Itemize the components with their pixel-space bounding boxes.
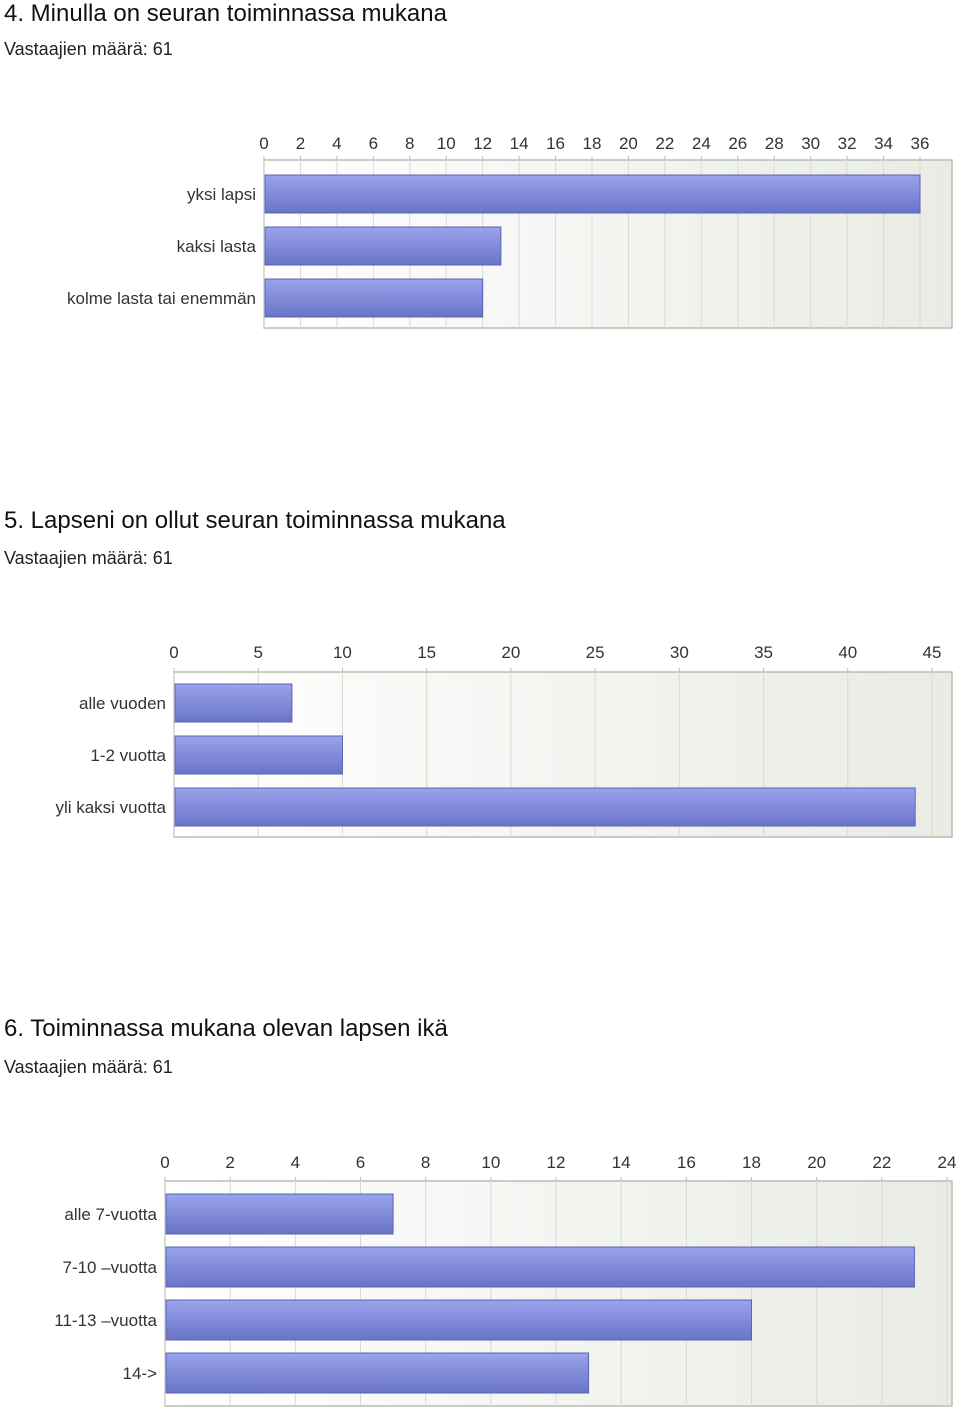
bar	[264, 226, 502, 266]
bar	[174, 683, 293, 723]
bar	[165, 1246, 915, 1288]
x-tick-label: 2	[296, 134, 305, 153]
x-tick-label: 34	[874, 134, 893, 153]
x-tick-label: 20	[501, 643, 520, 662]
bar	[174, 735, 343, 775]
x-tick-label: 12	[473, 134, 492, 153]
x-tick-label: 6	[369, 134, 378, 153]
bar	[165, 1299, 752, 1341]
x-tick-label: 16	[677, 1153, 696, 1172]
bar	[174, 787, 916, 827]
x-tick-label: 45	[923, 643, 942, 662]
x-tick-label: 18	[742, 1153, 761, 1172]
question-5-title: 5. Lapseni on ollut seuran toiminnassa m…	[4, 507, 506, 534]
x-tick-label: 0	[169, 643, 178, 662]
x-tick-label: 35	[754, 643, 773, 662]
x-tick-label: 20	[807, 1153, 826, 1172]
x-tick-label: 12	[547, 1153, 566, 1172]
category-label: kaksi lasta	[177, 237, 257, 256]
x-tick-label: 24	[938, 1153, 957, 1172]
x-tick-label: 28	[765, 134, 784, 153]
category-label: yli kaksi vuotta	[55, 798, 166, 817]
x-tick-label: 0	[259, 134, 268, 153]
x-tick-label: 14	[612, 1153, 631, 1172]
x-tick-label: 25	[586, 643, 605, 662]
question-6-title: 6. Toiminnassa mukana olevan lapsen ikä	[4, 1015, 448, 1042]
x-tick-label: 6	[356, 1153, 365, 1172]
question-5-respondents: Vastaajien määrä: 61	[4, 548, 173, 568]
x-tick-label: 24	[692, 134, 711, 153]
x-tick-label: 32	[838, 134, 857, 153]
x-tick-label: 36	[911, 134, 930, 153]
category-label: 14->	[123, 1364, 158, 1383]
x-tick-label: 30	[670, 643, 689, 662]
x-tick-label: 40	[838, 643, 857, 662]
x-tick-label: 4	[332, 134, 341, 153]
x-tick-label: 4	[291, 1153, 300, 1172]
x-tick-label: 0	[160, 1153, 169, 1172]
x-tick-label: 10	[437, 134, 456, 153]
bar	[264, 278, 484, 318]
x-tick-label: 26	[728, 134, 747, 153]
category-label: 7-10 –vuotta	[62, 1258, 157, 1277]
question-6-respondents: Vastaajien määrä: 61	[4, 1057, 173, 1077]
question-5-bar-chart: 0 5 10 15 20 25 30 35 40 45 alle vuoden 1-2 vuotta y…	[55, 643, 953, 838]
x-tick-label: 14	[510, 134, 529, 153]
x-tick-label: 22	[655, 134, 674, 153]
x-tick-label: 8	[421, 1153, 430, 1172]
x-tick-label: 18	[583, 134, 602, 153]
bar	[264, 174, 921, 214]
question-4-respondents: Vastaajien määrä: 61	[4, 39, 173, 59]
x-tick-label: 15	[417, 643, 436, 662]
x-tick-label: 10	[481, 1153, 500, 1172]
bar	[165, 1352, 590, 1394]
category-label: kolme lasta tai enemmän	[67, 289, 256, 308]
x-tick-label: 5	[253, 643, 262, 662]
category-label: 1-2 vuotta	[90, 746, 166, 765]
category-label: alle 7-vuotta	[64, 1205, 157, 1224]
bar	[165, 1193, 394, 1235]
x-tick-label: 8	[405, 134, 414, 153]
x-tick-label: 22	[872, 1153, 891, 1172]
x-tick-label: 10	[333, 643, 352, 662]
x-tick-label: 16	[546, 134, 565, 153]
category-label: alle vuoden	[79, 694, 166, 713]
x-tick-label: 2	[225, 1153, 234, 1172]
x-tick-label: 30	[801, 134, 820, 153]
question-4-title: 4. Minulla on seuran toiminnassa mukana	[4, 0, 447, 27]
category-label: 11-13 –vuotta	[54, 1311, 157, 1330]
category-label: yksi lapsi	[187, 185, 256, 204]
x-tick-label: 20	[619, 134, 638, 153]
